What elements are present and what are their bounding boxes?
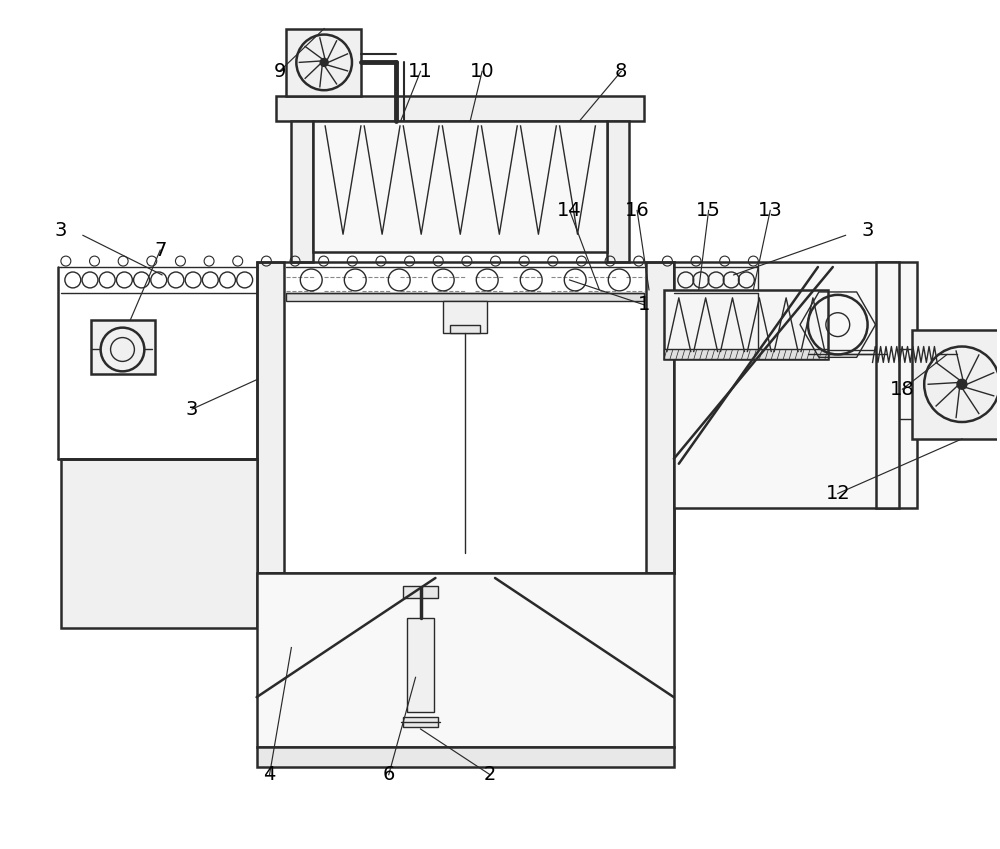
Bar xyxy=(286,29,361,96)
Bar xyxy=(276,96,644,121)
Circle shape xyxy=(320,59,328,66)
Text: 7: 7 xyxy=(154,240,166,260)
Text: 4: 4 xyxy=(263,765,276,784)
Bar xyxy=(286,293,644,301)
Text: 12: 12 xyxy=(825,484,850,503)
Bar xyxy=(291,121,313,262)
Bar xyxy=(646,262,674,573)
Circle shape xyxy=(957,380,967,389)
Bar xyxy=(407,618,434,712)
Text: 8: 8 xyxy=(615,62,627,81)
Bar xyxy=(876,262,899,509)
Bar xyxy=(403,717,438,727)
Text: 11: 11 xyxy=(408,62,433,81)
Text: 13: 13 xyxy=(758,201,783,220)
Bar xyxy=(61,458,257,627)
Bar xyxy=(257,262,674,573)
Text: 6: 6 xyxy=(383,765,395,784)
Bar xyxy=(443,301,487,333)
Text: 3: 3 xyxy=(55,221,67,239)
Text: 3: 3 xyxy=(186,400,198,419)
Text: 10: 10 xyxy=(470,62,494,81)
Text: 9: 9 xyxy=(273,62,286,81)
Text: 15: 15 xyxy=(696,201,721,220)
Text: 1: 1 xyxy=(638,295,650,314)
Bar xyxy=(607,121,629,262)
Bar xyxy=(912,329,1000,439)
Text: 18: 18 xyxy=(890,380,915,399)
Bar xyxy=(674,262,917,509)
Bar xyxy=(664,350,828,359)
Bar xyxy=(257,573,674,747)
Bar xyxy=(664,290,828,359)
Text: 14: 14 xyxy=(557,201,582,220)
Text: 2: 2 xyxy=(484,765,496,784)
Bar xyxy=(257,262,284,573)
Bar xyxy=(91,320,155,374)
Bar xyxy=(313,121,607,252)
Bar xyxy=(403,586,438,598)
Text: 3: 3 xyxy=(861,221,874,239)
Text: 16: 16 xyxy=(625,201,649,220)
Bar xyxy=(450,324,480,333)
Bar xyxy=(257,747,674,767)
